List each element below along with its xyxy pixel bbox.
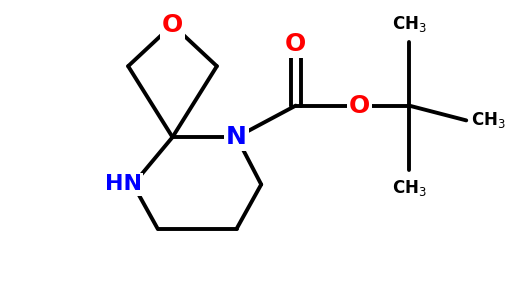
Text: CH$_3$: CH$_3$: [392, 178, 426, 198]
Text: O: O: [349, 94, 370, 118]
Text: HN: HN: [105, 174, 142, 194]
Text: CH$_3$: CH$_3$: [471, 110, 506, 130]
Text: O: O: [162, 13, 183, 37]
Text: O: O: [285, 32, 306, 55]
Text: N: N: [226, 125, 247, 149]
Text: CH$_3$: CH$_3$: [392, 14, 426, 34]
